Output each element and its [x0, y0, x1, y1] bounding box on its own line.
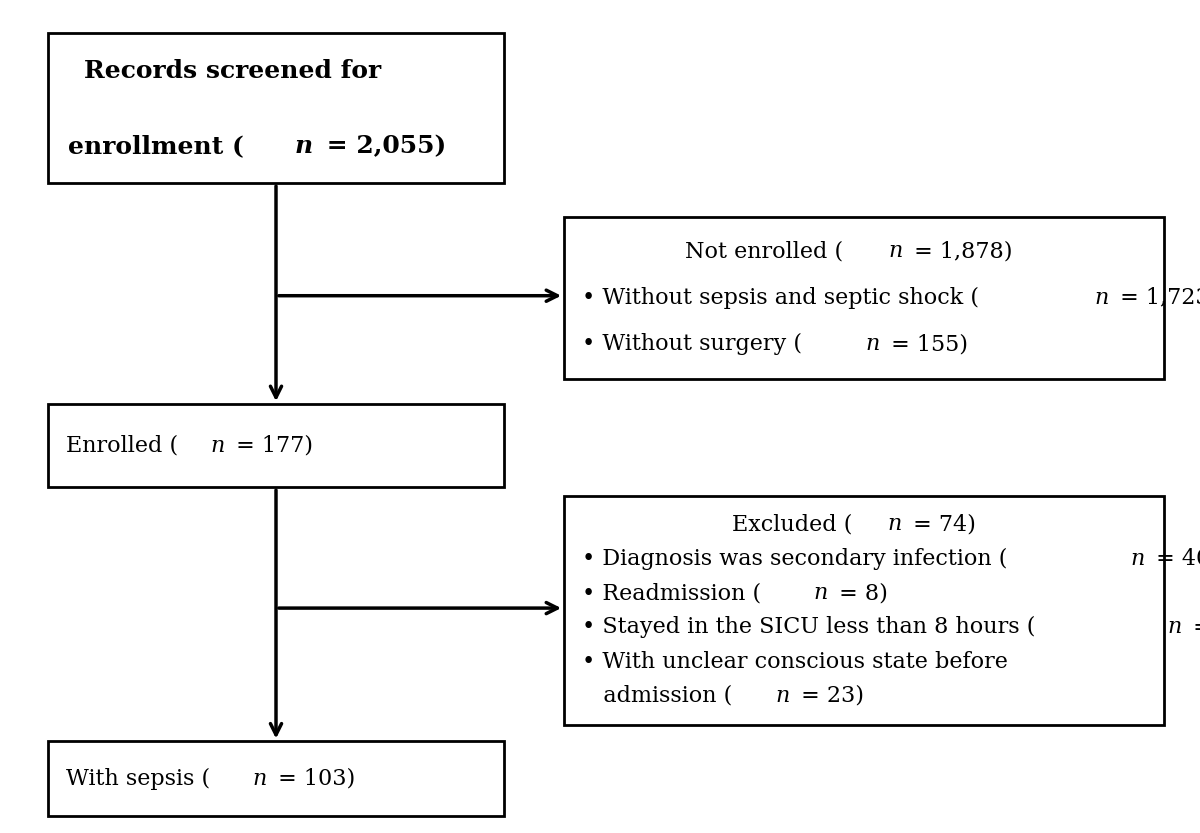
Text: n: n — [1094, 287, 1109, 309]
Bar — [564, 496, 1164, 725]
Text: • Without sepsis and septic shock (: • Without sepsis and septic shock ( — [582, 287, 979, 309]
Text: n: n — [889, 241, 904, 262]
Text: n: n — [776, 685, 791, 707]
Bar — [48, 741, 504, 816]
Text: = 1,878): = 1,878) — [907, 241, 1013, 262]
Text: enrollment (: enrollment ( — [68, 134, 244, 157]
Bar — [564, 217, 1164, 379]
Text: n: n — [814, 582, 828, 604]
Text: = 74): = 74) — [906, 513, 976, 536]
Text: n: n — [1130, 548, 1145, 570]
Text: = 155): = 155) — [884, 333, 968, 355]
Text: n: n — [1166, 616, 1181, 638]
Text: = 3): = 3) — [1186, 616, 1200, 638]
Text: n: n — [295, 134, 313, 157]
Text: = 1,723): = 1,723) — [1112, 287, 1200, 309]
Text: = 103): = 103) — [270, 768, 355, 790]
Text: = 23): = 23) — [794, 685, 864, 707]
Text: Records screened for: Records screened for — [84, 59, 382, 82]
Text: • Readmission (: • Readmission ( — [582, 582, 761, 604]
Text: • Without surgery (: • Without surgery ( — [582, 333, 802, 355]
Text: = 8): = 8) — [832, 582, 888, 604]
Text: Not enrolled (: Not enrolled ( — [685, 241, 842, 262]
Text: = 40): = 40) — [1150, 548, 1200, 570]
Text: n: n — [887, 513, 901, 536]
Text: With sepsis (: With sepsis ( — [66, 768, 210, 790]
Text: n: n — [252, 768, 266, 790]
Text: • Diagnosis was secondary infection (: • Diagnosis was secondary infection ( — [582, 547, 1007, 570]
Text: Excluded (: Excluded ( — [732, 513, 852, 536]
Text: n: n — [866, 333, 881, 355]
Text: n: n — [211, 435, 226, 456]
Bar — [48, 33, 504, 183]
Text: = 177): = 177) — [229, 435, 313, 456]
Text: admission (: admission ( — [582, 685, 732, 707]
Text: • Stayed in the SICU less than 8 hours (: • Stayed in the SICU less than 8 hours ( — [582, 616, 1036, 638]
Text: • With unclear conscious state before: • With unclear conscious state before — [582, 651, 1008, 672]
Bar — [48, 404, 504, 487]
Text: Enrolled (: Enrolled ( — [66, 435, 178, 456]
Text: = 2,055): = 2,055) — [318, 134, 446, 157]
